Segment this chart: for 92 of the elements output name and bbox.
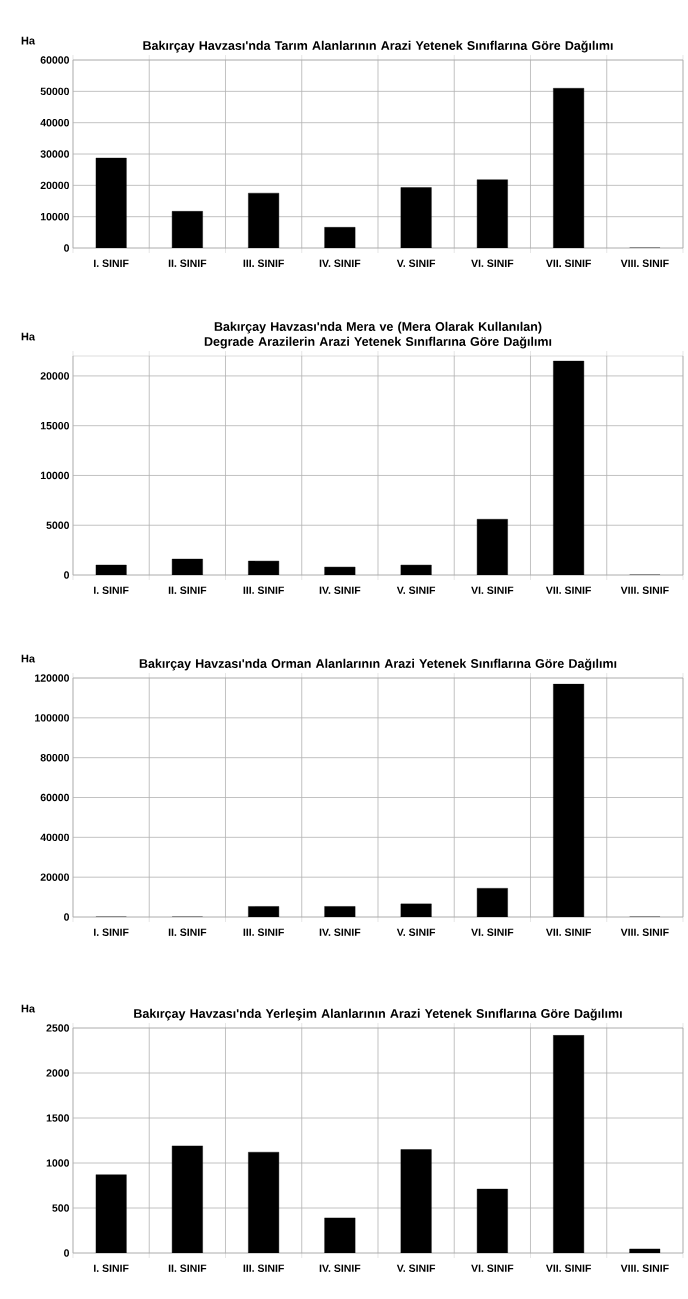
bar	[629, 1248, 661, 1254]
x-tick-label: I. SINIF	[94, 1264, 129, 1272]
bar	[400, 564, 432, 576]
y-tick-label: 10000	[40, 212, 70, 221]
y-tick-label: 2000	[46, 1069, 70, 1077]
x-tick-label: II. SINIF	[168, 928, 207, 936]
y-tick-label: 80000	[40, 753, 70, 762]
y-tick-label: 15000	[40, 421, 70, 430]
y-tick-label: 500	[52, 1204, 70, 1212]
bar	[324, 1217, 356, 1254]
chart-title: Bakırçay Havzası'nda Orman Alanlarının Arazi Yetenek Sınıflarına Göre Dağılımı	[139, 658, 617, 671]
y-tick-label: 1000	[46, 1159, 70, 1167]
bar	[476, 179, 508, 249]
y-tick-label: 60000	[40, 793, 70, 802]
x-tick-label: VI. SINIF	[471, 928, 514, 936]
x-tick-label: IV. SINIF	[319, 1264, 361, 1272]
chart-title: Bakırçay Havzası'nda Yerleşim Alanlarının Arazi Yetenek Sınıflarına Göre Dağılımı	[134, 1008, 622, 1021]
x-tick-label: V. SINIF	[396, 928, 436, 936]
bar	[171, 1145, 203, 1254]
x-tick-label: V. SINIF	[396, 1264, 436, 1272]
bar	[248, 560, 280, 576]
y-tick-label: 100000	[35, 714, 70, 722]
x-tick-label: IV. SINIF	[319, 259, 361, 267]
x-tick-label: VII. SINIF	[545, 928, 591, 936]
x-tick-label: III. SINIF	[243, 928, 284, 936]
y-tick-label: 20000	[40, 181, 70, 190]
x-tick-label: II. SINIF	[168, 586, 207, 594]
y-tick-label: 10000	[40, 471, 70, 480]
x-tick-label: III. SINIF	[243, 1264, 284, 1272]
chart-title: Bakırçay Havzası'nda Mera ve (Mera Olarak Kullanılan) Degrade Arazilerin Arazi Yetenek Sınıflarına Göre Dağılımı	[204, 321, 552, 349]
y-tick-label: 1500	[46, 1114, 70, 1122]
y-tick-label: 40000	[40, 118, 70, 127]
y-tick-label: 30000	[40, 150, 70, 158]
bar	[400, 1149, 432, 1254]
y-tick-label: 40000	[40, 833, 70, 842]
bar	[553, 1035, 585, 1254]
x-tick-label: I. SINIF	[94, 259, 129, 267]
bar	[95, 157, 127, 249]
x-tick-label: III. SINIF	[243, 259, 284, 267]
x-tick-label: I. SINIF	[94, 928, 129, 936]
bar	[553, 360, 585, 576]
chart-title: Bakırçay Havzası'nda Tarım Alanlarının Arazi Yetenek Sınıflarına Göre Dağılımı	[143, 40, 613, 53]
y-axis-title: Ha	[21, 654, 36, 663]
bar	[95, 1174, 127, 1254]
x-tick-label: III. SINIF	[243, 586, 284, 594]
y-tick-label: 2500	[46, 1024, 70, 1032]
bar	[248, 192, 280, 249]
x-tick-label: VIII. SINIF	[620, 259, 669, 267]
x-tick-label: II. SINIF	[168, 259, 207, 267]
y-tick-label: 0	[64, 1249, 70, 1257]
x-tick-label: VII. SINIF	[545, 1264, 591, 1272]
x-tick-label: VII. SINIF	[545, 586, 591, 594]
y-tick-label: 60000	[40, 56, 70, 64]
x-tick-label: V. SINIF	[396, 259, 436, 267]
bar	[553, 88, 585, 249]
x-tick-label: II. SINIF	[168, 1264, 207, 1272]
x-tick-label: I. SINIF	[94, 586, 129, 594]
bar	[553, 683, 585, 918]
x-tick-label: IV. SINIF	[319, 586, 361, 594]
x-tick-label: VI. SINIF	[471, 586, 514, 594]
bar	[324, 906, 356, 918]
y-tick-label: 0	[64, 913, 70, 921]
y-tick-label: 50000	[40, 87, 70, 96]
bar	[400, 187, 432, 249]
bar	[248, 1152, 280, 1254]
bar	[95, 564, 127, 576]
bar	[400, 903, 432, 918]
x-tick-label: VIII. SINIF	[620, 586, 669, 594]
x-tick-label: VI. SINIF	[471, 259, 514, 267]
bar	[476, 519, 508, 576]
y-tick-label: 0	[64, 244, 70, 252]
bar	[324, 227, 356, 249]
y-tick-label: 0	[64, 571, 70, 579]
y-tick-label: 5000	[46, 521, 70, 529]
x-tick-label: VIII. SINIF	[620, 1264, 669, 1272]
x-tick-label: VI. SINIF	[471, 1264, 514, 1272]
bar	[171, 558, 203, 576]
y-axis-title: Ha	[21, 1004, 36, 1013]
y-tick-label: 120000	[35, 674, 70, 682]
y-tick-label: 20000	[40, 372, 70, 380]
bar	[248, 906, 280, 918]
x-tick-label: IV. SINIF	[319, 928, 361, 936]
bar	[476, 1188, 508, 1254]
y-axis-title: Ha	[21, 36, 36, 45]
y-axis-title: Ha	[21, 332, 36, 341]
x-tick-label: VIII. SINIF	[620, 928, 669, 936]
bar	[476, 888, 508, 918]
x-tick-label: VII. SINIF	[545, 259, 591, 267]
x-tick-label: V. SINIF	[396, 586, 436, 594]
bar	[171, 211, 203, 249]
y-tick-label: 20000	[40, 873, 70, 881]
bar	[324, 566, 356, 576]
